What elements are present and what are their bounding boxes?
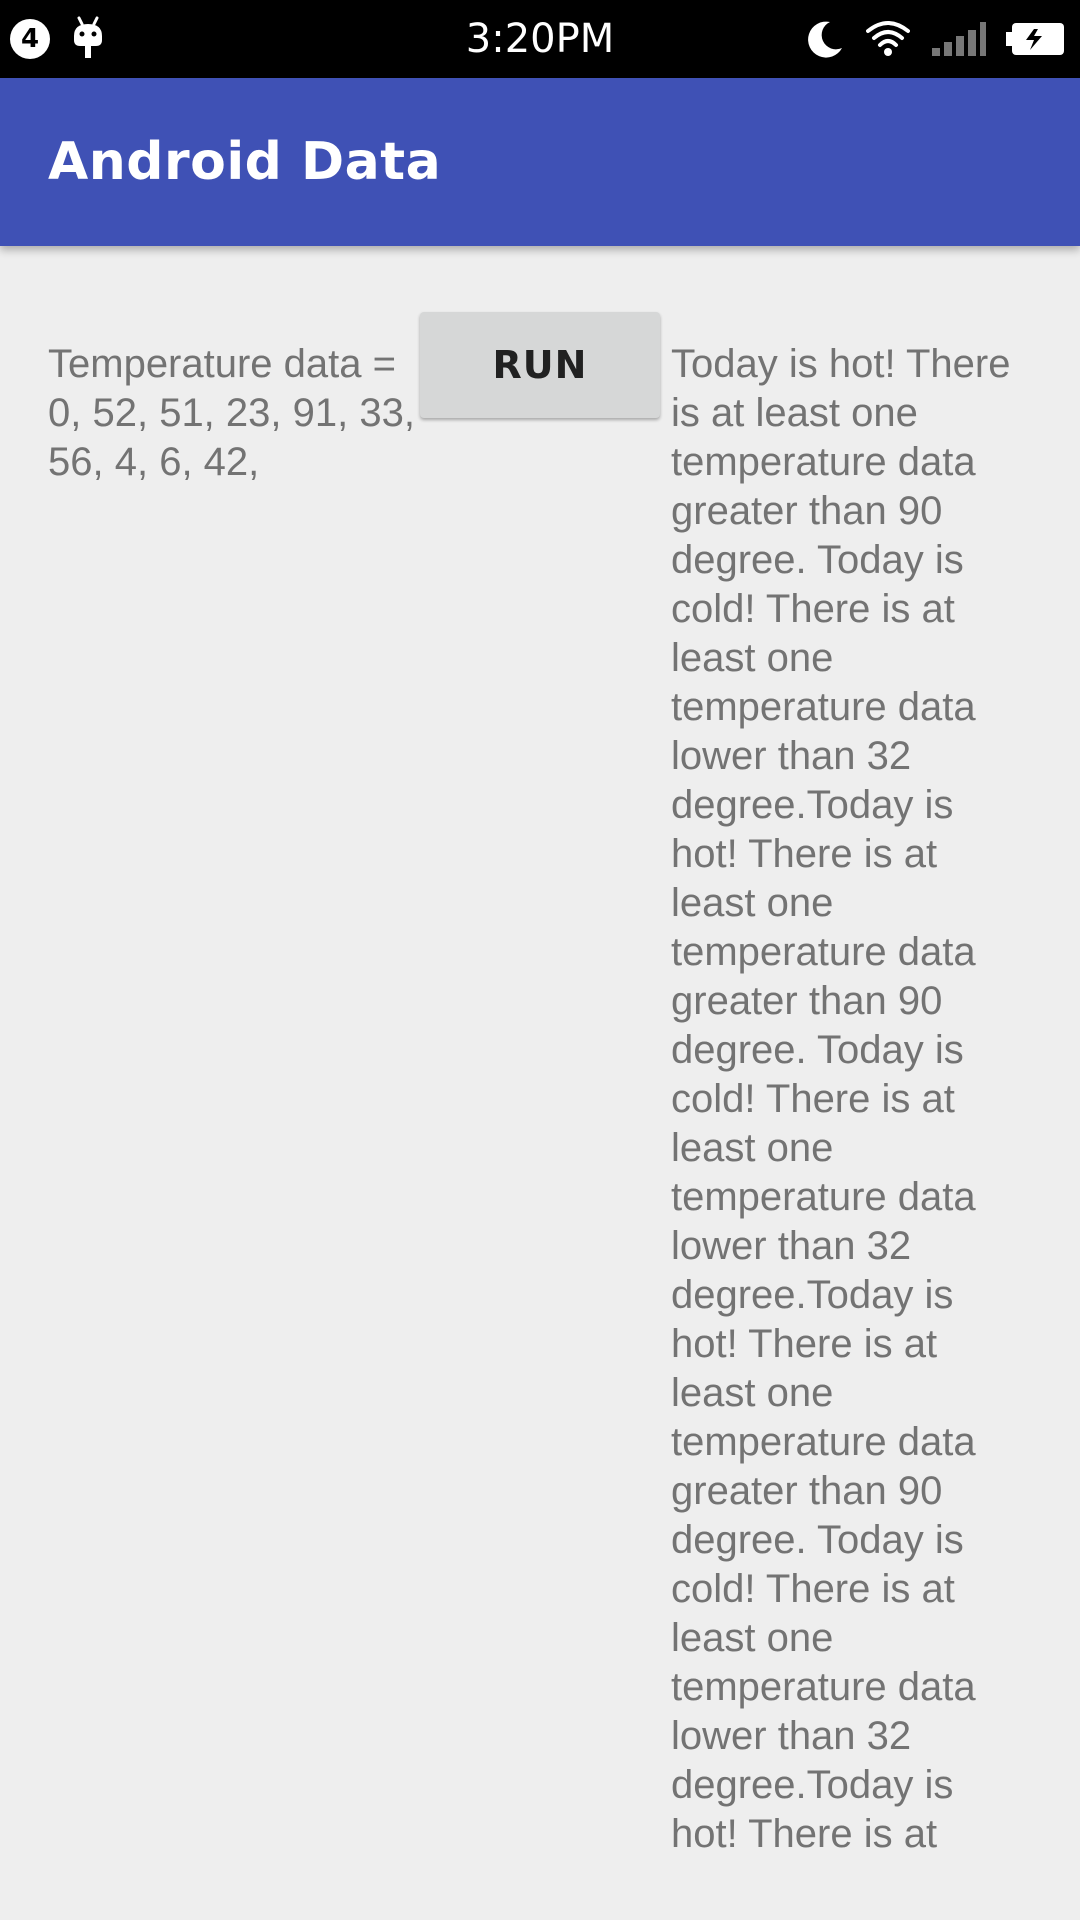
result-text: Today is hot! There is at least one temp… <box>671 342 1011 1856</box>
temperature-data-label: Temperature data = 0, 52, 51, 23, 91, 33… <box>48 342 415 484</box>
status-icons <box>804 16 1066 62</box>
app-bar: Android Data <box>0 78 1080 246</box>
battery-charging-icon <box>1006 21 1066 57</box>
result-scroll-area[interactable]: Today is hot! There is at least one temp… <box>671 340 1051 1870</box>
status-bar: 4 3:20PM <box>0 0 1080 78</box>
app-title: Android Data <box>48 132 442 192</box>
cell-signal-icon <box>930 20 986 58</box>
wifi-icon <box>866 19 910 59</box>
android-debug-icon <box>70 16 106 60</box>
run-button[interactable]: RUN <box>420 312 660 418</box>
do-not-disturb-moon-icon <box>804 18 846 60</box>
notification-count-badge: 4 <box>10 19 50 59</box>
